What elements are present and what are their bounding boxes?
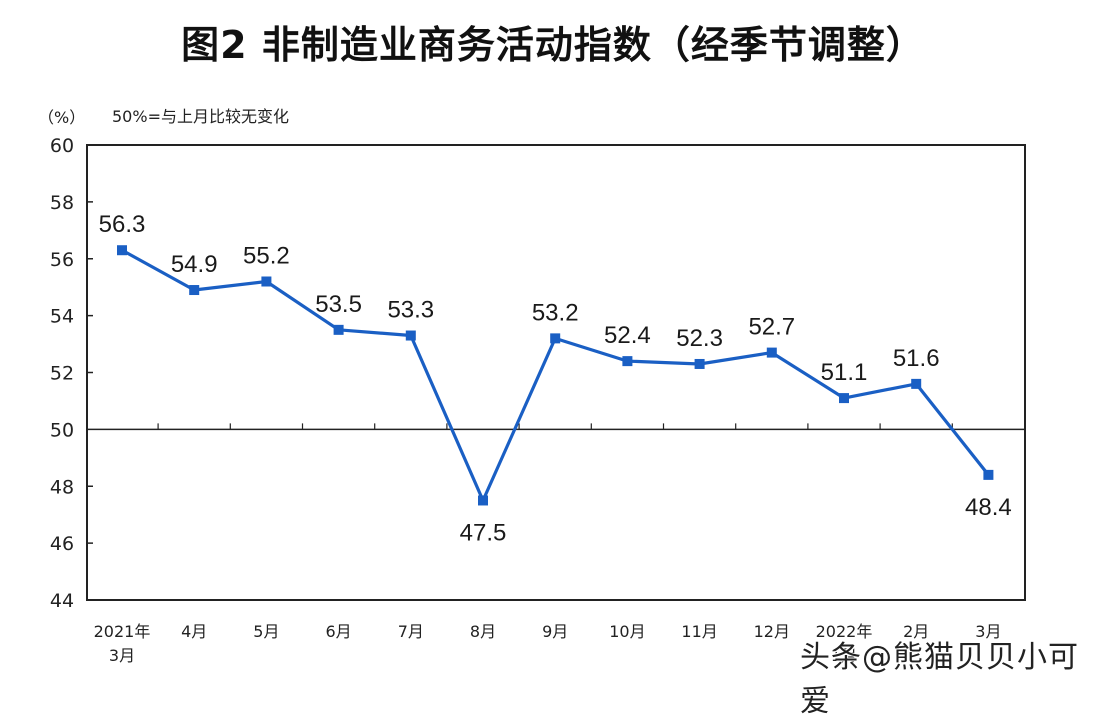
reference-line-50 xyxy=(87,423,1025,431)
data-label: 53.3 xyxy=(387,297,434,324)
data-label: 51.1 xyxy=(821,359,868,386)
data-point-marker xyxy=(766,347,777,358)
y-tick-label: 56 xyxy=(50,249,74,271)
data-label: 48.4 xyxy=(965,494,1012,521)
x-tick-label: 6月 xyxy=(326,622,352,641)
data-point-marker xyxy=(694,358,705,369)
y-tick-label: 48 xyxy=(50,476,74,498)
data-point-marker xyxy=(117,245,127,256)
data-point-marker xyxy=(839,393,849,404)
data-labels: 56.3 54.9 55.2 53.5 53.3 47.5 53.2 52.4 52.3 52.7… xyxy=(99,211,1012,546)
data-point-marker xyxy=(478,495,488,506)
x-tick-label: 2021年 xyxy=(94,622,151,641)
data-label: 53.2 xyxy=(532,299,579,326)
x-tick-label: 3月 xyxy=(975,622,1001,641)
data-point-marker xyxy=(983,469,994,480)
data-point-marker xyxy=(911,378,922,389)
data-point-marker xyxy=(333,324,344,335)
x-axis: 2021年 3月 4月 5月 6月 7月 8月 9月 10月 11月 12月 2022年 1月 2月 3月 xyxy=(94,622,1002,665)
reference-note: 50%=与上月比较无变化 xyxy=(112,107,289,126)
data-label: 52.4 xyxy=(604,322,651,349)
data-label: 47.5 xyxy=(460,519,507,546)
data-label: 54.9 xyxy=(171,251,218,278)
y-tick-label: 46 xyxy=(50,533,74,555)
y-axis-unit-label: （%） xyxy=(38,108,86,127)
x-tick-label: 9月 xyxy=(542,622,568,641)
plot-frame xyxy=(86,144,1026,601)
y-tick-label: 44 xyxy=(50,590,74,612)
y-axis: 44 46 48 50 52 54 56 58 60 xyxy=(50,135,93,612)
data-label: 55.2 xyxy=(243,243,290,270)
y-tick-label: 52 xyxy=(50,363,74,385)
data-point-marker xyxy=(550,333,561,344)
x-tick-label: 12月 xyxy=(754,622,790,641)
x-tick-label: 10月 xyxy=(609,622,645,641)
x-tick-label: 2022年 xyxy=(816,622,873,641)
x-tick-label: 4月 xyxy=(181,622,207,641)
y-tick-label: 54 xyxy=(50,306,74,328)
chart-title: 图2 非制造业商务活动指数（经季节调整） xyxy=(181,23,925,67)
data-point-marker xyxy=(622,356,633,367)
line-chart: 44 46 48 50 52 54 56 58 60 2021年 3月 4月 5月 6月 7月 8月 9月 10… xyxy=(50,135,1026,665)
x-tick-label: 5月 xyxy=(253,622,279,641)
y-tick-label: 60 xyxy=(50,135,74,157)
y-tick-label: 58 xyxy=(50,192,74,214)
data-series xyxy=(117,245,994,506)
data-label: 51.6 xyxy=(893,345,940,372)
y-tick-label: 50 xyxy=(50,419,74,441)
data-point-marker xyxy=(405,330,416,341)
x-tick-label: 7月 xyxy=(398,622,424,641)
data-point-marker xyxy=(261,276,272,287)
data-label: 53.5 xyxy=(315,291,362,318)
data-label: 56.3 xyxy=(99,211,146,238)
data-point-marker xyxy=(189,285,200,296)
x-tick-label: 11月 xyxy=(681,622,717,641)
data-label: 52.7 xyxy=(748,314,795,341)
x-tick-label: 3月 xyxy=(109,646,135,665)
x-tick-label: 2月 xyxy=(903,622,929,641)
data-label: 52.3 xyxy=(676,325,723,352)
x-tick-label: 8月 xyxy=(470,622,496,641)
x-tick-label: 1月 xyxy=(831,646,857,665)
watermark: 头条@熊猫贝贝小可爱 xyxy=(800,640,1079,719)
